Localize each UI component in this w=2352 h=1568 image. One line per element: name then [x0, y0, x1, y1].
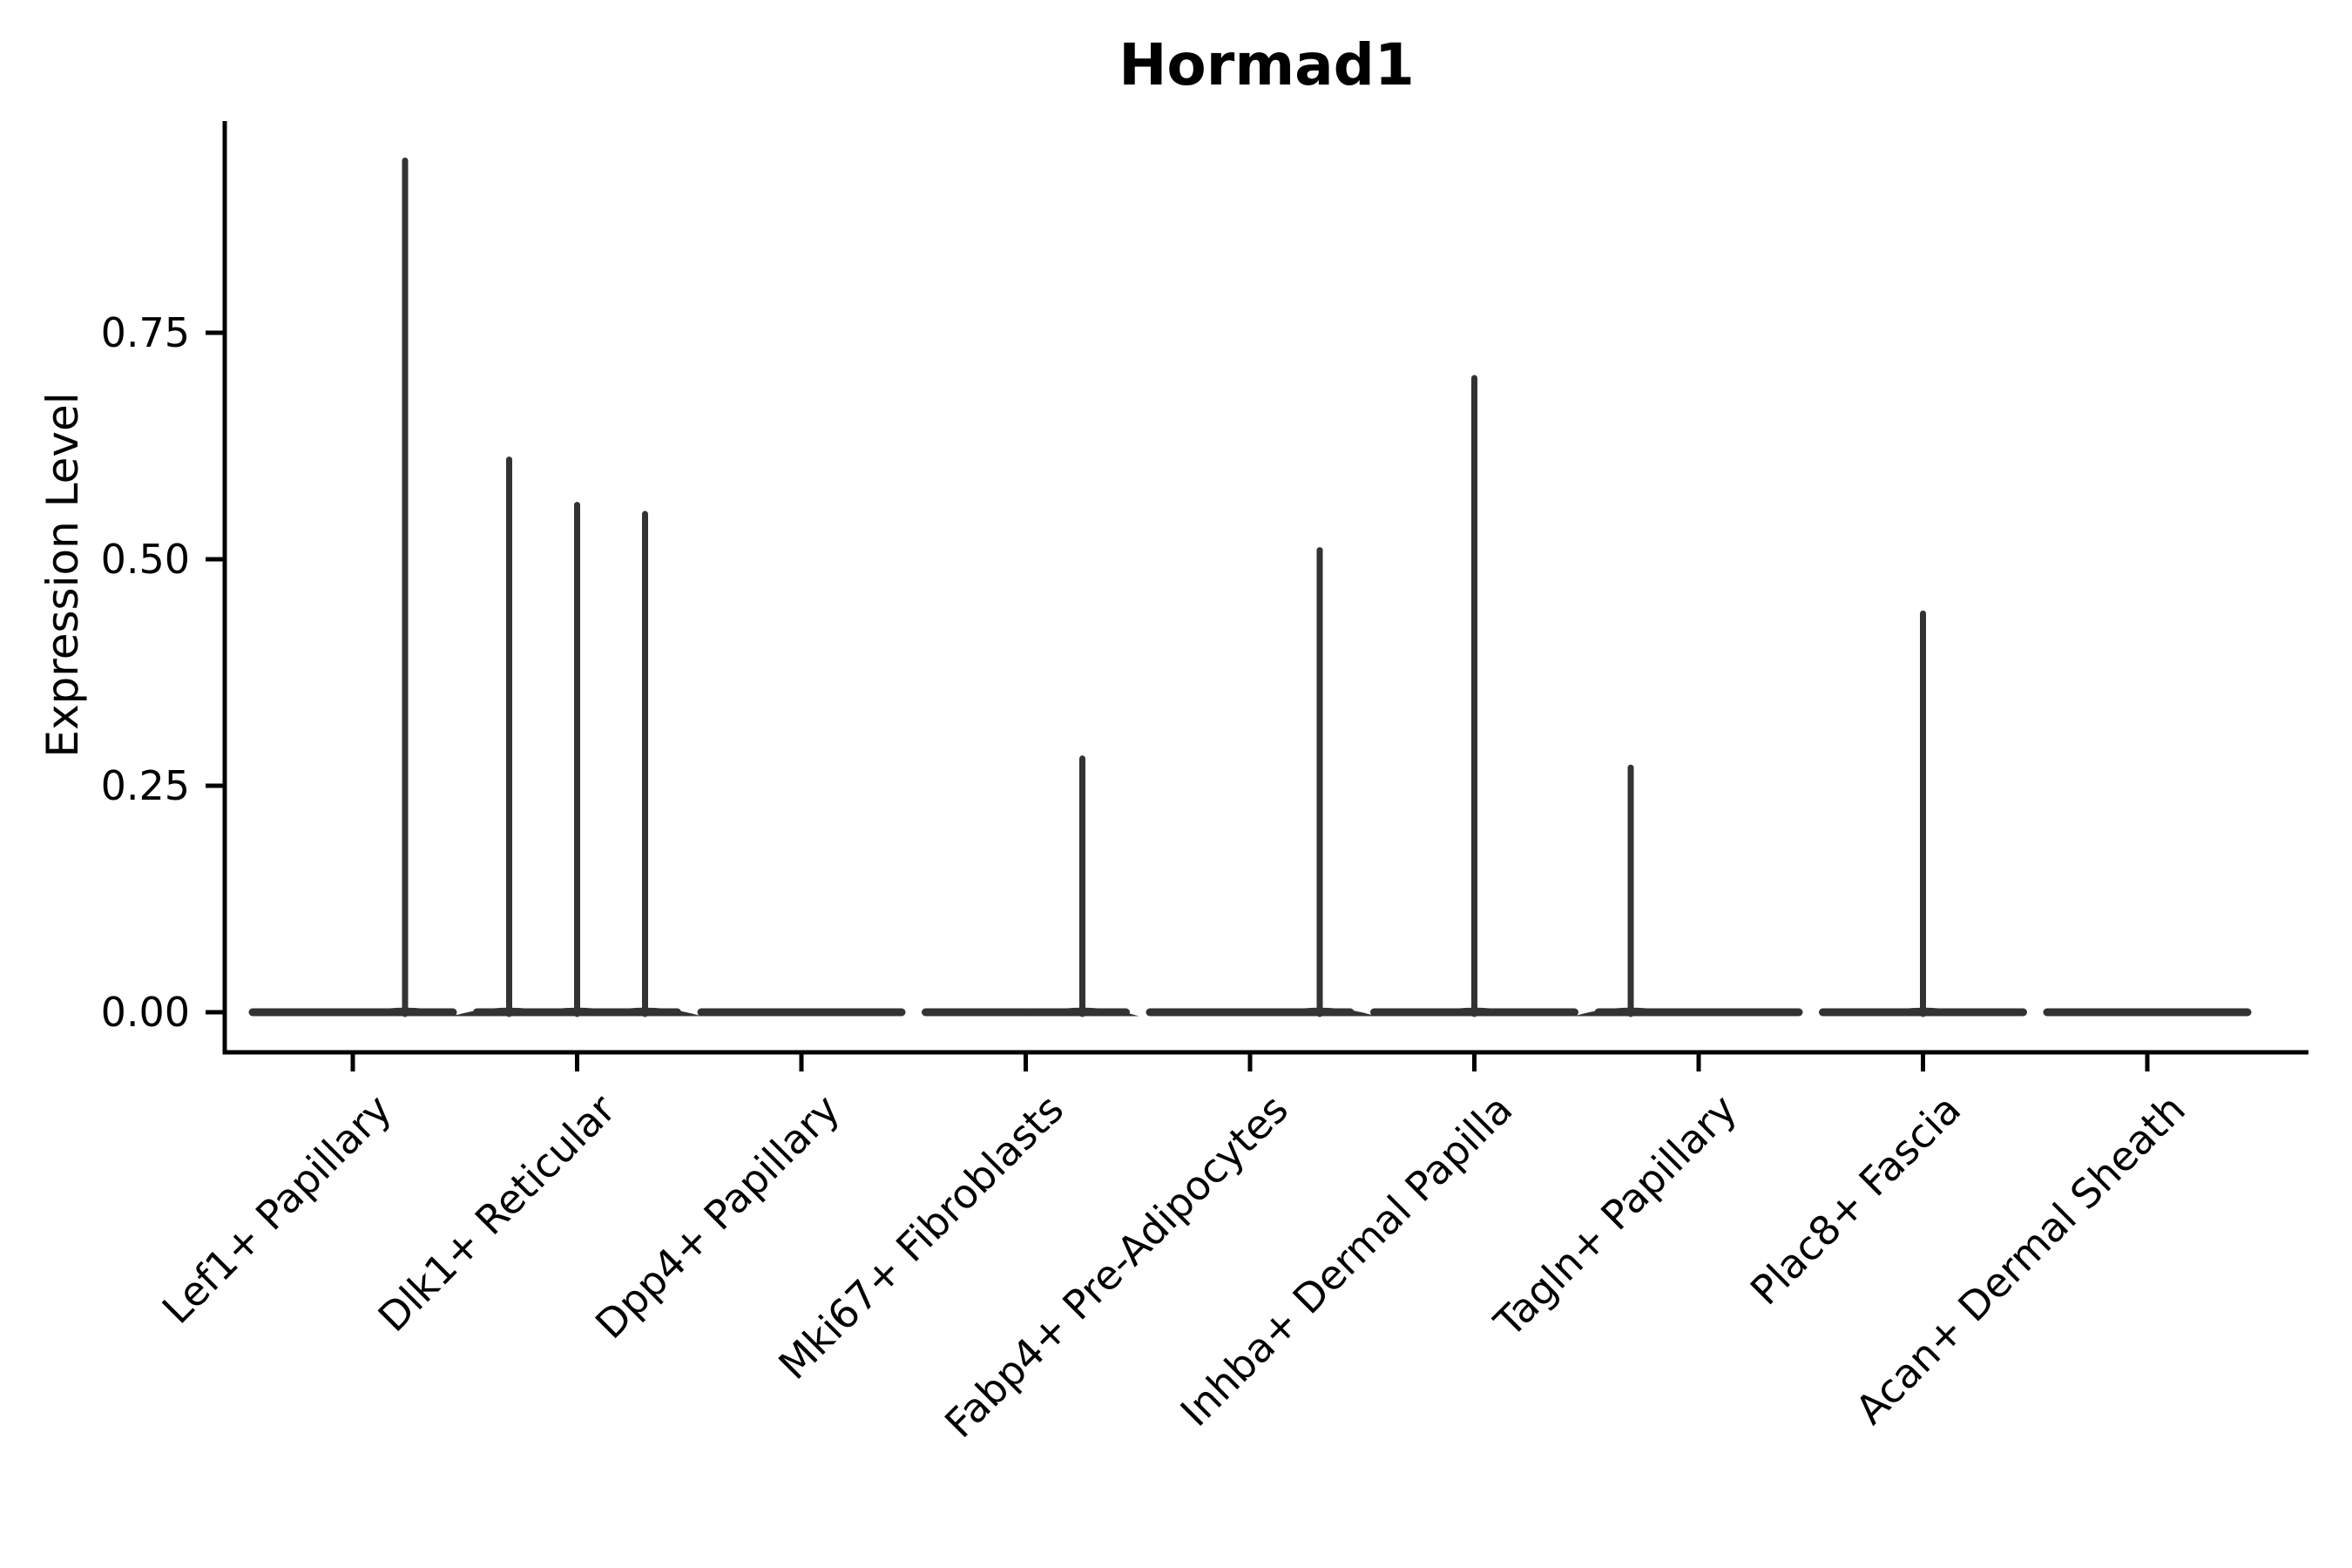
violin	[922, 755, 1139, 1017]
y-axis-label: Expression Level	[37, 392, 88, 758]
violin	[452, 456, 702, 1017]
y-tick-label: 0.50	[100, 536, 190, 583]
y-tick-label: 0.75	[100, 309, 190, 356]
y-tick-label: 0.00	[100, 989, 190, 1036]
chart-title: Hormad1	[1119, 31, 1415, 98]
violin	[248, 157, 462, 1017]
y-tick-label: 0.25	[100, 762, 190, 809]
violin	[1370, 375, 1578, 1017]
violin	[1146, 547, 1376, 1017]
violin	[1819, 610, 2027, 1017]
violin	[1574, 764, 1803, 1017]
